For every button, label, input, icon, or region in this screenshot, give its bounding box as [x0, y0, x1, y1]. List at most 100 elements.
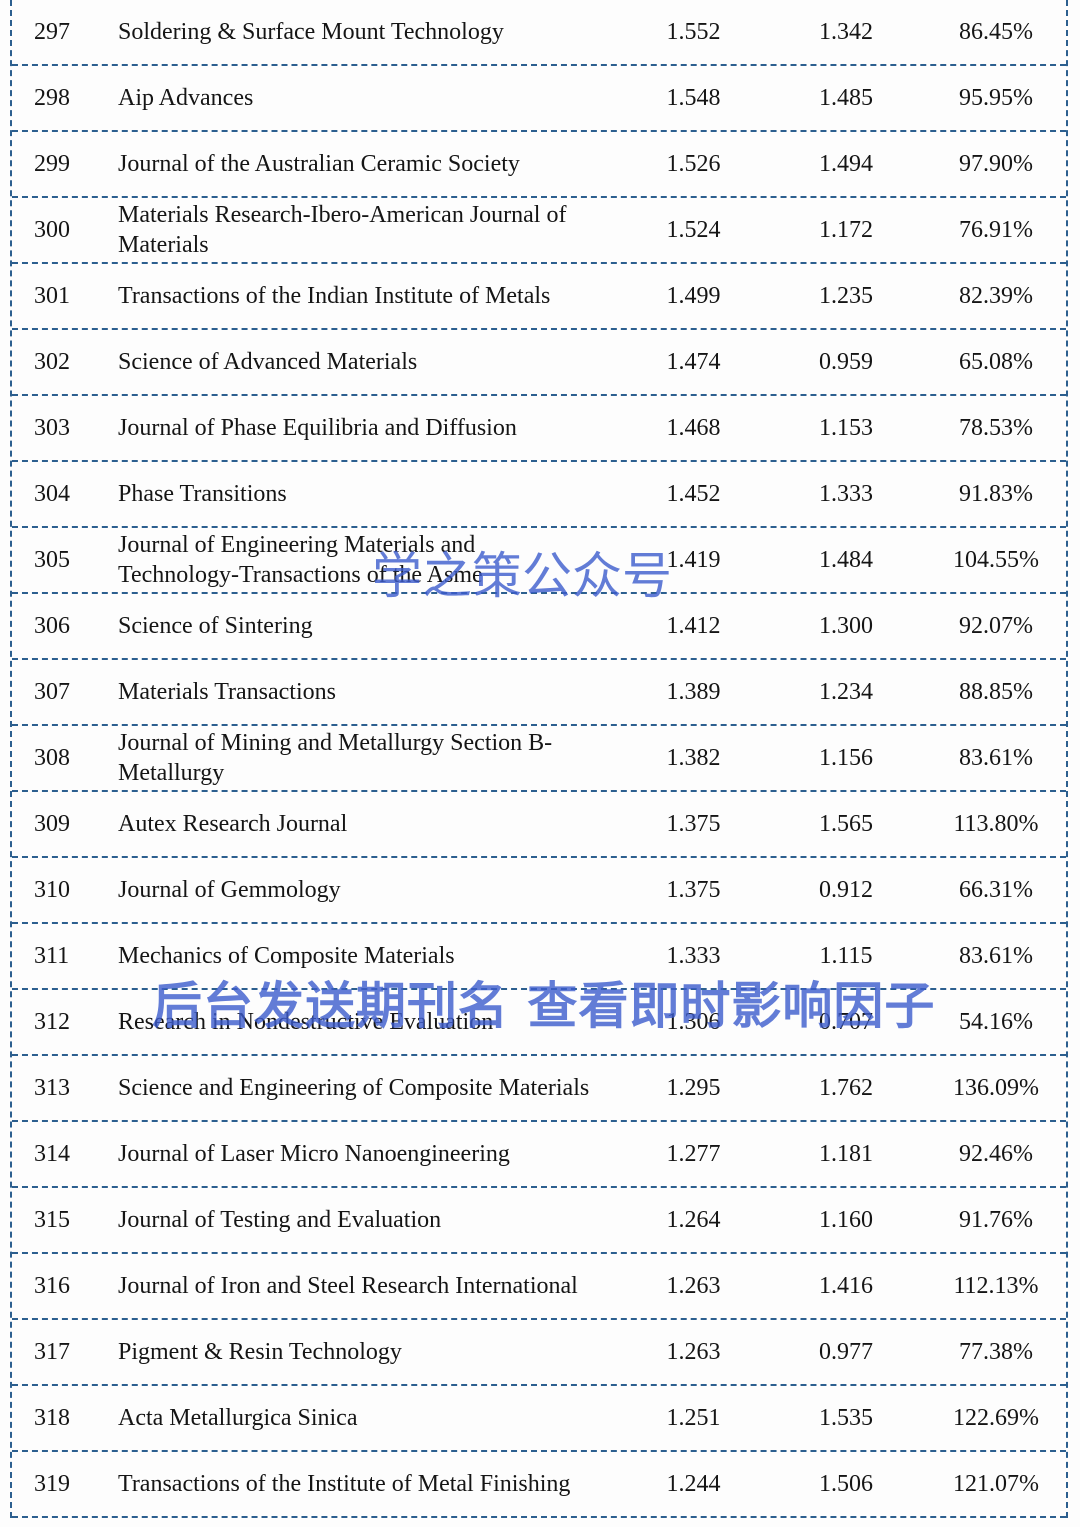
- impact-factor-cell: 1.499: [666, 283, 721, 309]
- journal-name-cell: Journal of Iron and Steel Research Inter…: [118, 1273, 578, 1299]
- realtime-factor-cell: 1.172: [819, 217, 873, 243]
- journal-name-cell: Transactions of the Institute of Metal F…: [118, 1471, 571, 1497]
- realtime-factor-cell: 1.762: [819, 1075, 873, 1101]
- impact-factor-cell: 1.382: [666, 745, 721, 771]
- journal-name-cell: Autex Research Journal: [118, 811, 348, 837]
- realtime-factor-cell: 1.484: [819, 547, 873, 573]
- impact-factor-cell: 1.389: [666, 679, 721, 705]
- percent-cell: 83.61%: [959, 943, 1033, 969]
- percent-cell: 121.07%: [953, 1471, 1039, 1497]
- journal-name-cell: Journal of Testing and Evaluation: [118, 1207, 442, 1233]
- rank-cell: 319: [34, 1471, 70, 1497]
- impact-factor-cell: 1.333: [666, 943, 721, 969]
- impact-factor-cell: 1.524: [666, 217, 721, 243]
- realtime-factor-cell: 1.416: [819, 1273, 873, 1299]
- journal-name-cell: Science of Sintering: [118, 613, 313, 639]
- journal-name-cell: Pigment & Resin Technology: [118, 1339, 402, 1365]
- journal-name-cell: Journal of Mining and Metallurgy Section…: [118, 730, 553, 786]
- percent-cell: 77.38%: [959, 1339, 1033, 1365]
- rank-cell: 306: [34, 613, 70, 639]
- rank-cell: 297: [34, 19, 70, 45]
- rank-cell: 312: [34, 1009, 70, 1035]
- impact-factor-cell: 1.526: [666, 151, 721, 177]
- rank-cell: 309: [34, 811, 70, 837]
- realtime-factor-cell: 0.959: [819, 349, 873, 375]
- rank-cell: 302: [34, 349, 70, 375]
- realtime-factor-cell: 1.565: [819, 811, 873, 837]
- journal-name-cell: Journal of Phase Equilibria and Diffusio…: [118, 415, 517, 441]
- impact-factor-cell: 1.419: [666, 547, 721, 573]
- rank-cell: 298: [34, 85, 70, 111]
- realtime-factor-cell: 1.181: [819, 1141, 873, 1167]
- journal-name-cell: Journal of the Australian Ceramic Societ…: [118, 151, 520, 177]
- realtime-factor-cell: 1.535: [819, 1405, 873, 1431]
- percent-cell: 97.90%: [959, 151, 1033, 177]
- impact-factor-cell: 1.251: [666, 1405, 721, 1431]
- percent-cell: 76.91%: [959, 217, 1033, 243]
- percent-cell: 92.46%: [959, 1141, 1033, 1167]
- realtime-factor-cell: 0.912: [819, 877, 873, 903]
- realtime-factor-cell: 1.235: [819, 283, 873, 309]
- impact-factor-cell: 1.548: [666, 85, 721, 111]
- percent-cell: 91.83%: [959, 481, 1033, 507]
- percent-cell: 91.76%: [959, 1207, 1033, 1233]
- rank-cell: 314: [34, 1141, 70, 1167]
- journal-name-cell: Journal of Engineering Materials and Tec…: [118, 532, 483, 588]
- percent-cell: 104.55%: [953, 547, 1039, 573]
- table-row: 304 Phase Transitions 1.452 1.333 91.83%: [12, 462, 1066, 528]
- table-row: 313 Science and Engineering of Composite…: [12, 1056, 1066, 1122]
- journal-name-cell: Science of Advanced Materials: [118, 349, 418, 375]
- rank-cell: 313: [34, 1075, 70, 1101]
- table-row: 310 Journal of Gemmology 1.375 0.912 66.…: [12, 858, 1066, 924]
- impact-factor-cell: 1.412: [666, 613, 721, 639]
- impact-factor-cell: 1.244: [666, 1471, 721, 1497]
- impact-factor-cell: 1.306: [666, 1009, 721, 1035]
- impact-factor-cell: 1.452: [666, 481, 721, 507]
- percent-cell: 112.13%: [953, 1273, 1039, 1299]
- rank-cell: 300: [34, 217, 70, 243]
- realtime-factor-cell: 1.156: [819, 745, 873, 771]
- realtime-factor-cell: 0.977: [819, 1339, 873, 1365]
- percent-cell: 54.16%: [959, 1009, 1033, 1035]
- rank-cell: 303: [34, 415, 70, 441]
- rank-cell: 308: [34, 745, 70, 771]
- impact-factor-cell: 1.263: [666, 1273, 721, 1299]
- table-row: 301 Transactions of the Indian Institute…: [12, 264, 1066, 330]
- impact-factor-cell: 1.375: [666, 811, 721, 837]
- percent-cell: 88.85%: [959, 679, 1033, 705]
- percent-cell: 83.61%: [959, 745, 1033, 771]
- journal-name-cell: Mechanics of Composite Materials: [118, 943, 455, 969]
- rank-cell: 316: [34, 1273, 70, 1299]
- realtime-factor-cell: 1.234: [819, 679, 873, 705]
- impact-factor-cell: 1.263: [666, 1339, 721, 1365]
- percent-cell: 86.45%: [959, 19, 1033, 45]
- percent-cell: 92.07%: [959, 613, 1033, 639]
- journal-table: 297 Soldering & Surface Mount Technology…: [10, 0, 1068, 1518]
- percent-cell: 78.53%: [959, 415, 1033, 441]
- realtime-factor-cell: 0.707: [819, 1009, 873, 1035]
- realtime-factor-cell: 1.333: [819, 481, 873, 507]
- journal-name-cell: Journal of Laser Micro Nanoengineering: [118, 1141, 510, 1167]
- percent-cell: 113.80%: [953, 811, 1039, 837]
- journal-name-cell: Materials Transactions: [118, 679, 336, 705]
- journal-name-cell: Journal of Gemmology: [118, 877, 341, 903]
- rank-cell: 318: [34, 1405, 70, 1431]
- journal-name-cell: Science and Engineering of Composite Mat…: [118, 1075, 590, 1101]
- rank-cell: 307: [34, 679, 70, 705]
- journal-name-cell: Acta Metallurgica Sinica: [118, 1405, 358, 1431]
- impact-factor-cell: 1.474: [666, 349, 721, 375]
- journal-name-cell: Transactions of the Indian Institute of …: [118, 283, 551, 309]
- table-row: 311 Mechanics of Composite Materials 1.3…: [12, 924, 1066, 990]
- journal-name-cell: Phase Transitions: [118, 481, 287, 507]
- rank-cell: 305: [34, 547, 70, 573]
- impact-factor-cell: 1.264: [666, 1207, 721, 1233]
- table-row: 306 Science of Sintering 1.412 1.300 92.…: [12, 594, 1066, 660]
- realtime-factor-cell: 1.160: [819, 1207, 873, 1233]
- percent-cell: 82.39%: [959, 283, 1033, 309]
- table-row: 307 Materials Transactions 1.389 1.234 8…: [12, 660, 1066, 726]
- percent-cell: 66.31%: [959, 877, 1033, 903]
- percent-cell: 65.08%: [959, 349, 1033, 375]
- table-row: 317 Pigment & Resin Technology 1.263 0.9…: [12, 1320, 1066, 1386]
- table-row: 314 Journal of Laser Micro Nanoengineeri…: [12, 1122, 1066, 1188]
